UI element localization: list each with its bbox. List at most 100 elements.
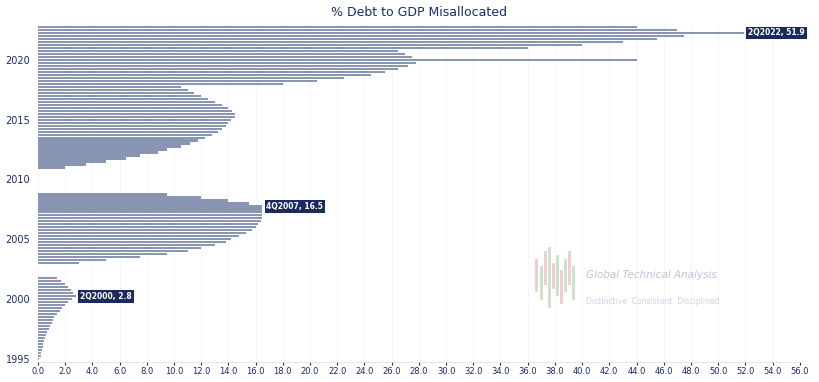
Text: 2Q2000, 2.8: 2Q2000, 2.8 [80, 291, 132, 301]
Bar [38, 307, 62, 309]
Bar [38, 253, 167, 255]
Bar [38, 125, 226, 127]
Bar [38, 53, 405, 55]
Bar [38, 349, 42, 351]
Bar [38, 346, 43, 348]
Bar [38, 151, 158, 154]
Bar [38, 110, 233, 112]
Bar [38, 121, 229, 124]
Bar [38, 295, 76, 297]
Bar [38, 92, 194, 94]
Bar [38, 202, 249, 204]
Bar [38, 44, 582, 46]
Bar [38, 343, 43, 345]
Bar [38, 286, 68, 288]
Bar [38, 247, 201, 249]
Bar [38, 104, 222, 106]
Bar [38, 163, 85, 166]
Bar [38, 211, 262, 214]
Bar [38, 160, 106, 163]
Bar [38, 80, 317, 82]
Bar [38, 325, 50, 327]
Bar [38, 71, 385, 73]
Bar [38, 235, 239, 238]
Bar [38, 118, 231, 121]
Bar [38, 68, 399, 70]
Bar [38, 47, 527, 49]
Bar [38, 259, 106, 261]
Bar [38, 352, 41, 354]
Bar [38, 328, 49, 330]
Title: % Debt to GDP Misallocated: % Debt to GDP Misallocated [331, 6, 507, 19]
Bar [38, 241, 226, 243]
Bar [38, 32, 744, 34]
Bar [38, 220, 261, 222]
Bar [38, 89, 188, 91]
Bar [38, 193, 167, 196]
Bar [38, 157, 126, 160]
Bar [38, 331, 48, 333]
Bar [38, 35, 684, 37]
Bar [38, 319, 53, 321]
Bar [38, 214, 262, 217]
Bar [38, 355, 41, 357]
Bar [38, 262, 79, 264]
Bar [38, 113, 235, 115]
Bar [38, 280, 61, 282]
Bar [38, 313, 57, 315]
Bar [38, 74, 371, 76]
Bar [38, 100, 215, 103]
Text: 2Q2022, 51.9: 2Q2022, 51.9 [748, 29, 805, 37]
Bar [38, 277, 57, 279]
Bar [38, 38, 657, 40]
Bar [38, 244, 215, 246]
Bar [38, 217, 262, 220]
Bar [38, 98, 208, 100]
Bar [38, 139, 198, 142]
Bar [38, 83, 283, 85]
Bar [38, 289, 70, 291]
Bar [38, 154, 140, 157]
Text: Distinctive  Consistent  Disciplined: Distinctive Consistent Disciplined [586, 297, 719, 306]
Bar [38, 223, 258, 225]
Bar [38, 283, 66, 285]
Bar [38, 205, 262, 207]
Bar [38, 50, 399, 52]
Bar [38, 116, 235, 118]
Bar [38, 310, 60, 312]
Bar [38, 229, 251, 231]
Bar [38, 292, 74, 294]
Bar [38, 41, 623, 43]
Bar [38, 196, 201, 199]
Bar [38, 358, 39, 360]
Bar [38, 232, 246, 235]
Bar [38, 65, 408, 67]
Bar [38, 340, 44, 342]
Bar [38, 77, 344, 79]
Bar [38, 142, 190, 145]
Bar [38, 167, 66, 168]
Bar [38, 149, 167, 151]
Bar [38, 334, 46, 336]
Bar [38, 316, 54, 318]
Text: 4Q2007, 16.5: 4Q2007, 16.5 [266, 202, 324, 211]
Bar [38, 56, 412, 58]
Bar [38, 131, 218, 133]
Bar [38, 62, 416, 64]
Bar [38, 146, 181, 148]
Bar [38, 298, 72, 300]
Bar [38, 301, 68, 303]
Bar [38, 128, 222, 130]
Bar [38, 95, 201, 97]
Bar [38, 29, 677, 31]
Bar [38, 26, 636, 28]
Bar [38, 199, 229, 202]
Bar [38, 304, 66, 306]
Bar [38, 256, 140, 258]
Bar [38, 337, 45, 339]
Bar [38, 226, 256, 228]
Bar [38, 250, 188, 253]
Bar [38, 59, 636, 61]
Bar [38, 136, 206, 139]
Bar [38, 86, 181, 88]
